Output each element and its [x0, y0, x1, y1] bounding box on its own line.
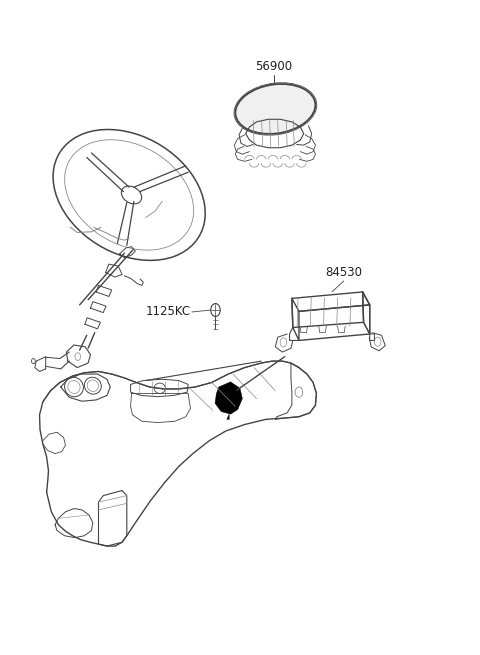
Polygon shape — [227, 414, 229, 419]
Text: 84530: 84530 — [325, 266, 362, 279]
Ellipse shape — [235, 84, 315, 134]
Text: 1125KC: 1125KC — [145, 305, 191, 318]
Text: 56900: 56900 — [255, 60, 292, 73]
Polygon shape — [215, 382, 242, 414]
